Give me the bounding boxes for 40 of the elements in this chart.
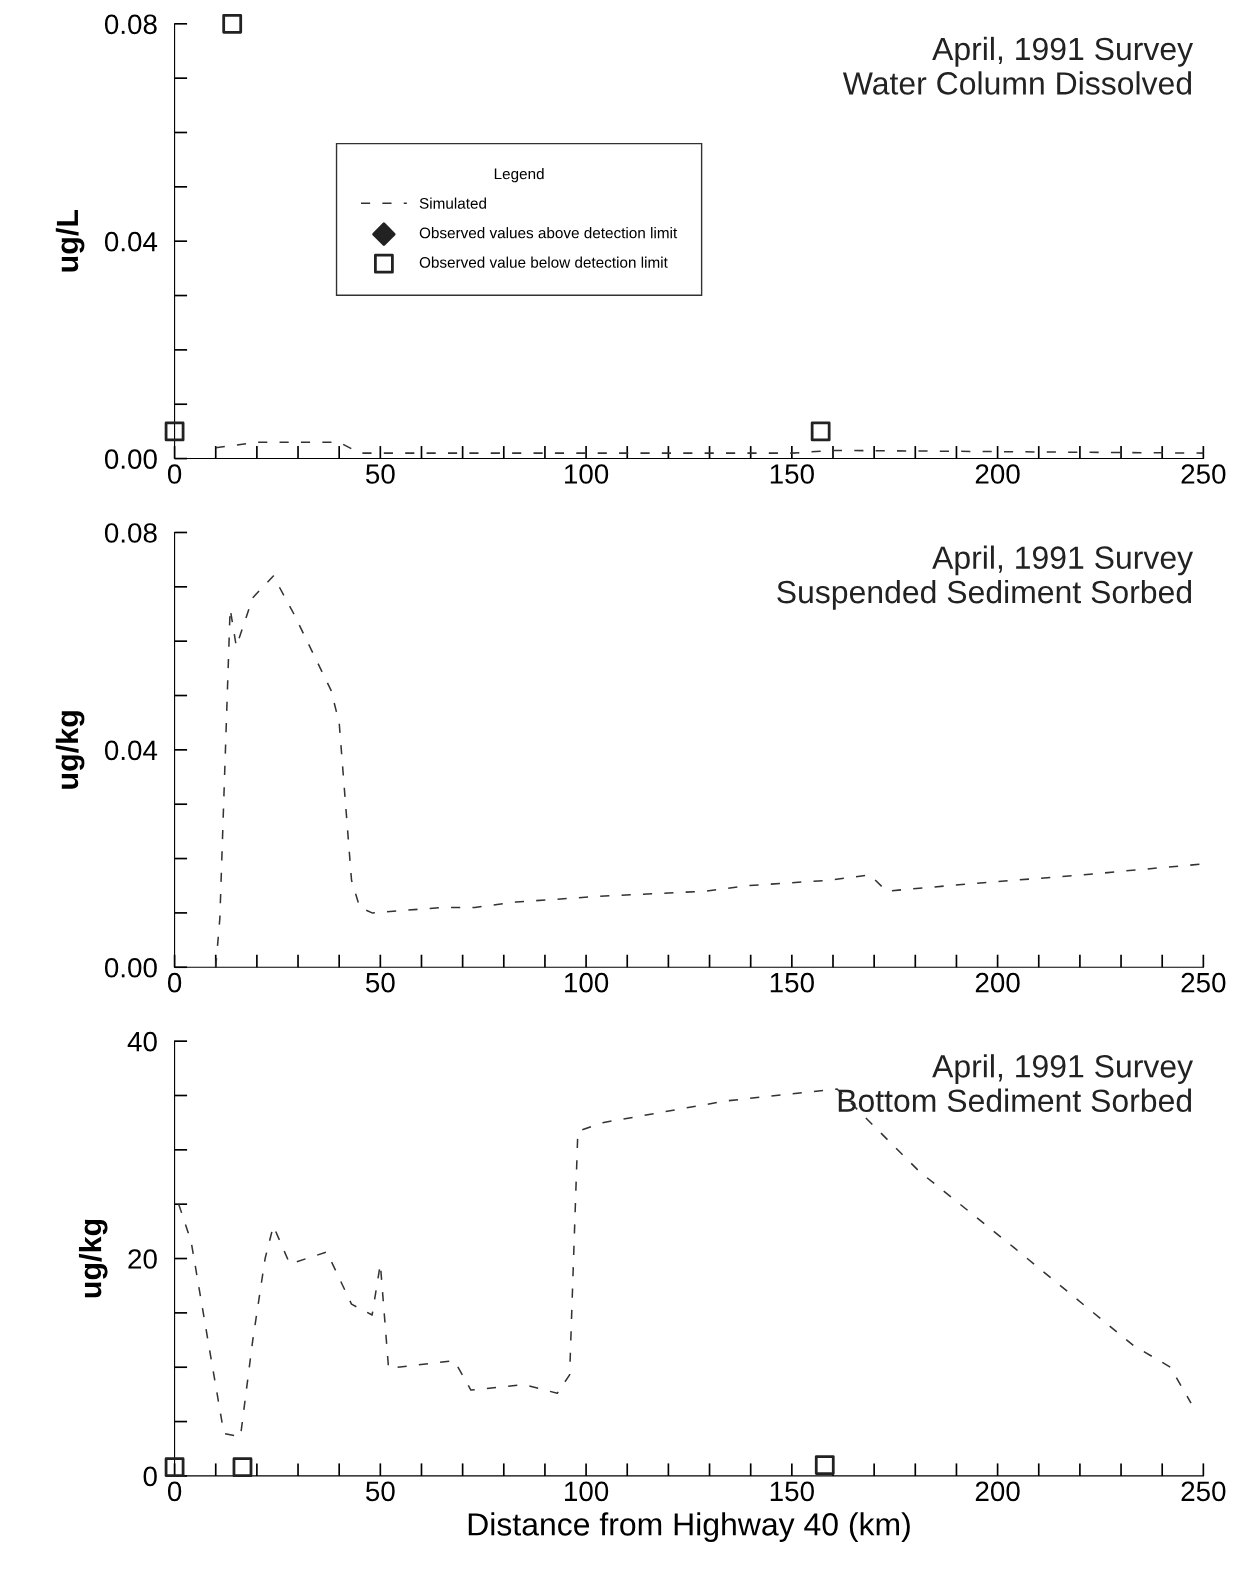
x-tick-label: 0 xyxy=(167,1481,182,1502)
text: April, 1991 Survey Water Column Dissolved xyxy=(842,36,1194,95)
legend-label: Simulated xyxy=(419,197,486,209)
text: April, 1991 Survey Bottom Sediment Sorbed xyxy=(838,1054,1194,1113)
x-tick-label: 250 xyxy=(1181,1481,1226,1502)
x-tick-label: 150 xyxy=(770,972,814,993)
y-tick-label: 0.04 xyxy=(104,231,158,252)
x-tick-label: 200 xyxy=(975,1481,1020,1502)
x-tick-label: 100 xyxy=(565,464,609,484)
y-tick-label: 0.00 xyxy=(104,449,157,469)
x-tick-label: 150 xyxy=(770,464,814,484)
y-tick-label: 0.00 xyxy=(104,957,157,978)
y-tick-label: 0.04 xyxy=(104,740,158,761)
y-axis-title: ug/kg xyxy=(55,711,85,789)
x-tick-label: 200 xyxy=(975,972,1020,993)
y-tick-label: 0.08 xyxy=(104,14,157,35)
legend-title: Legend xyxy=(494,168,544,183)
x-tick-label: 150 xyxy=(770,1481,814,1502)
x-tick-label: 0 xyxy=(167,464,182,484)
line-series xyxy=(214,441,1205,454)
line-series xyxy=(177,1088,1192,1438)
x-tick-label: 50 xyxy=(366,972,395,993)
y-tick-label: 0.08 xyxy=(104,523,157,543)
text: April, 1991 Survey Suspended Sediment Sorbed xyxy=(777,545,1194,610)
x-tick-label: 200 xyxy=(975,464,1020,484)
y-tick-label: 40 xyxy=(127,1031,157,1052)
x-tick-label: 100 xyxy=(565,972,609,993)
x-axis-title: Distance from Highway 40 (km) xyxy=(468,1512,910,1542)
x-tick-label: 250 xyxy=(1181,464,1226,484)
x-tick-label: 50 xyxy=(366,1481,395,1502)
y-axis-title: ug/kg xyxy=(78,1219,108,1298)
legend-label: Observed value below detection limit xyxy=(419,256,668,268)
x-tick-label: 0 xyxy=(167,972,182,993)
y-axis-title: ug/L xyxy=(55,209,85,272)
x-tick-label: 250 xyxy=(1181,972,1226,993)
y-tick-label: 0 xyxy=(143,1466,157,1487)
x-tick-label: 100 xyxy=(565,1481,609,1502)
x-tick-label: 50 xyxy=(366,464,395,484)
y-tick-label: 20 xyxy=(128,1249,157,1269)
legend-label: Observed values above detection limit xyxy=(419,227,678,239)
